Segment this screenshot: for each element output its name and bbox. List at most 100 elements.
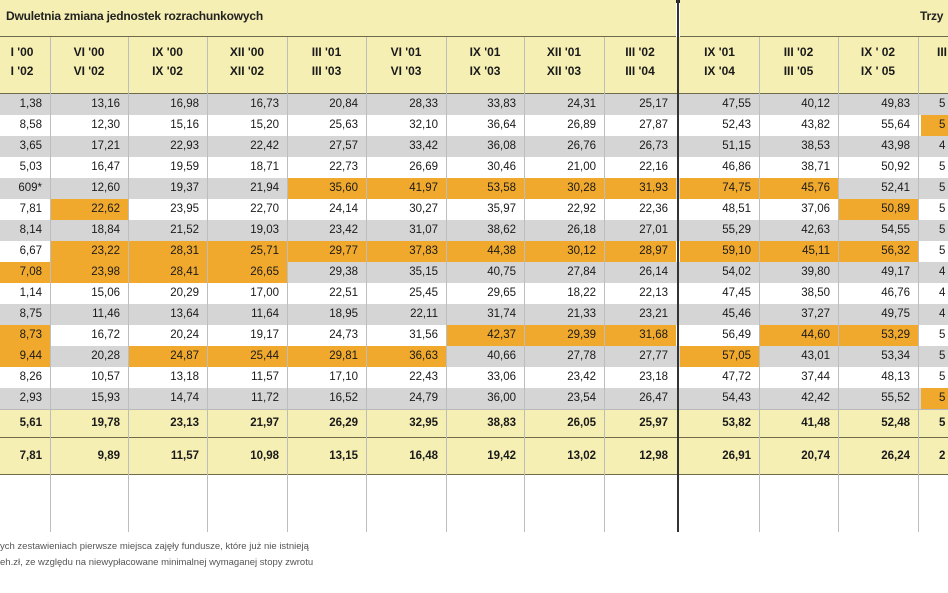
column-divider xyxy=(759,37,760,532)
table-cell: 22,42 xyxy=(250,140,279,152)
table-cell: 23,54 xyxy=(567,392,596,404)
table-cell: 16,47 xyxy=(91,161,120,173)
table-cell: 21,52 xyxy=(170,224,199,236)
table-cell: 27,77 xyxy=(639,350,668,362)
table-cell: 48,13 xyxy=(881,371,910,383)
column-header: III '01 III '03 xyxy=(287,43,366,81)
column-header: IX ' 02 IX ' 05 xyxy=(838,43,918,81)
table-row: 8,14 18,84 21,52 19,03 23,42 31,07 38,62 26,18 2… xyxy=(0,220,948,242)
average-row: 5,61 19,78 23,13 21,97 26,29 32,95 38,83 26,05 2… xyxy=(0,410,948,438)
table-cell: 5 xyxy=(939,329,946,341)
summary-cell: 9,89 xyxy=(97,450,120,462)
table-cell: 21,00 xyxy=(567,161,596,173)
table-cell: 28,41 xyxy=(128,262,207,283)
table-cell: 37,06 xyxy=(801,203,830,215)
column-header-line-2: III '03 xyxy=(311,64,342,78)
table-cell: 27,87 xyxy=(639,119,668,131)
table-cell: 30,12 xyxy=(524,241,604,262)
table-row: 2,93 15,93 14,74 11,72 16,52 24,79 36,00 23,54 2… xyxy=(0,388,948,410)
table-cell: 28,31 xyxy=(128,241,207,262)
table-cell: 41,97 xyxy=(366,178,446,199)
table-cell: 17,21 xyxy=(91,140,120,152)
table-cell: 26,76 xyxy=(567,140,596,152)
table-cell: 8,58 xyxy=(19,119,42,131)
column-header-line-2: IX '04 xyxy=(704,64,735,78)
table-cell: 25,63 xyxy=(329,119,358,131)
table-cell: 13,16 xyxy=(91,98,120,110)
table-cell: 23,22 xyxy=(50,241,128,262)
table-cell: 18,95 xyxy=(329,308,358,320)
column-header-line-2: VI '02 xyxy=(73,64,105,78)
summary-cell: 19,42 xyxy=(487,450,516,462)
table-cell: 42,37 xyxy=(446,325,524,346)
table-cell: 44,60 xyxy=(759,325,838,346)
column-header: VI '01 VI '03 xyxy=(366,43,446,81)
table-cell: 27,57 xyxy=(329,140,358,152)
table-cell: 57,05 xyxy=(680,346,759,367)
table-cell: 53,29 xyxy=(838,325,918,346)
table-cell: 33,06 xyxy=(487,371,516,383)
table-cell: 17,10 xyxy=(329,371,358,383)
table-cell: 47,72 xyxy=(722,371,751,383)
summary-cell: 20,74 xyxy=(801,450,830,462)
table-cell: 21,94 xyxy=(250,182,279,194)
table-cell: 29,39 xyxy=(524,325,604,346)
table-row: 609* 12,60 19,37 21,94 35,60 41,97 53,58 30,28 3… xyxy=(0,178,948,200)
table-row: 8,26 10,57 13,18 11,57 17,10 22,43 33,06 23,42 2… xyxy=(0,367,948,389)
table-cell: 48,51 xyxy=(722,203,751,215)
column-header-line-2: III '05 xyxy=(783,64,814,78)
table-cell: 40,12 xyxy=(801,98,830,110)
left-header-title: Dwuletnia zmiana jednostek rozrachunkowy… xyxy=(6,9,263,23)
column-header-line-2: III '04 xyxy=(625,64,655,78)
table-row: 8,58 12,30 15,16 15,20 25,63 32,10 36,64 26,89 2… xyxy=(0,115,948,137)
table-cell: 52,43 xyxy=(722,119,751,131)
table-cell: 26,89 xyxy=(567,119,596,131)
column-header: VI '00 VI '02 xyxy=(50,43,128,81)
column-header-line-2: IX '02 xyxy=(152,64,183,78)
table-cell: 36,00 xyxy=(487,392,516,404)
summary-cell: 53,82 xyxy=(722,417,751,429)
summary-cell: 26,24 xyxy=(881,450,910,462)
table-cell: 19,03 xyxy=(250,224,279,236)
column-header: IX '00 IX '02 xyxy=(128,43,207,81)
table-cell: 33,42 xyxy=(409,140,438,152)
table-cell: 30,28 xyxy=(524,178,604,199)
table-cell: 11,46 xyxy=(92,308,120,320)
table-cell: 7,08 xyxy=(0,262,50,283)
table-cell: 18,71 xyxy=(250,161,279,173)
column-header: III '02 III '04 xyxy=(604,43,676,81)
summary-cell: 26,29 xyxy=(329,417,358,429)
table-cell: 2,93 xyxy=(19,392,42,404)
table-cell: 38,50 xyxy=(801,287,830,299)
table-cell: 54,43 xyxy=(722,392,751,404)
table-cell: 8,73 xyxy=(0,325,50,346)
table-cell: 22,51 xyxy=(329,287,358,299)
table-cell: 23,18 xyxy=(639,371,668,383)
table-cell: 55,64 xyxy=(881,119,910,131)
table-cell: 29,81 xyxy=(287,346,366,367)
summary-cell: 10,98 xyxy=(250,450,279,462)
summary-cell: 26,05 xyxy=(567,417,596,429)
table-cell: 13,18 xyxy=(170,371,199,383)
table-cell: 29,77 xyxy=(287,241,366,262)
table-cell: 22,16 xyxy=(639,161,668,173)
column-header: IX '01 IX '03 xyxy=(446,43,524,81)
column-header: XII '01 XII '03 xyxy=(524,43,604,81)
table-cell: 16,72 xyxy=(91,329,120,341)
column-header: IX '01 IX '04 xyxy=(680,43,759,81)
table-cell: 28,97 xyxy=(604,241,676,262)
table-cell: 25,17 xyxy=(639,98,668,110)
table-cell: 55,52 xyxy=(881,392,910,404)
column-divider xyxy=(366,37,367,532)
table-cell: 35,15 xyxy=(409,266,438,278)
table-cell: 49,83 xyxy=(881,98,910,110)
table-cell: 22,70 xyxy=(250,203,279,215)
table-cell: 22,43 xyxy=(409,371,438,383)
table-cell: 53,58 xyxy=(446,178,524,199)
column-header: XII '00 XII '02 xyxy=(207,43,287,81)
table-cell: 22,93 xyxy=(170,140,199,152)
column-header-line-1: III xyxy=(937,45,948,59)
table-cell: 5 xyxy=(939,161,946,173)
table-cell: 22,36 xyxy=(639,203,668,215)
